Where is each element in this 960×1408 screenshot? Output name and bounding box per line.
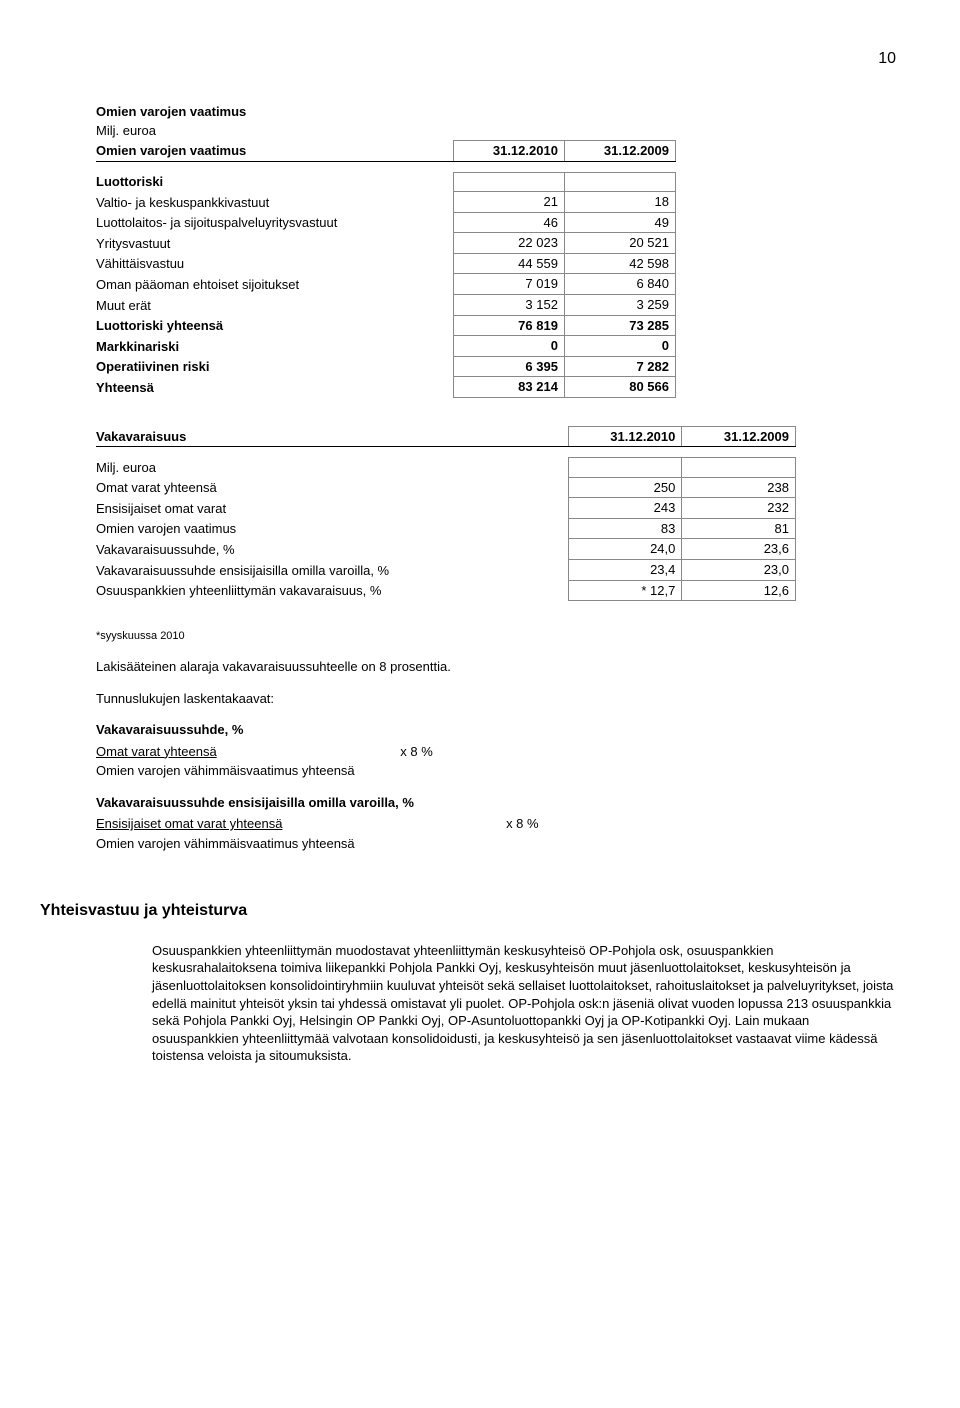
cell-value: 49 (564, 212, 675, 233)
cell-value: 250 (568, 477, 682, 498)
table2-header-label: Vakavaraisuus (96, 426, 568, 447)
cell-label-text: Luottolaitos- ja sijoituspalveluyritysva… (96, 215, 337, 230)
table-row: Yhteensä 83 214 80 566 (96, 377, 676, 398)
para-legal-limit: Lakisääteinen alaraja vakavaraisuussuhte… (96, 658, 896, 676)
table-row: Valtio- ja keskuspankkivastuut 21 18 (96, 192, 676, 213)
table-row: Oman pääoman ehtoiset sijoitukset 7 019 … (96, 274, 676, 295)
table-row: Markkinariski 0 0 (96, 336, 676, 357)
cell-value: 7 019 (453, 274, 564, 295)
cell-value: 243 (568, 498, 682, 519)
cell-value: 76 819 (453, 315, 564, 336)
table-row: Omien varojen vaatimus 83 81 (96, 518, 796, 539)
cell-value: 21 (453, 192, 564, 213)
ratio1-title: Vakavaraisuussuhde, % (96, 721, 896, 739)
ratio2-formula: Ensisijaiset omat varat yhteensä x 8 % (96, 815, 896, 833)
cell-value: 83 (568, 518, 682, 539)
table2-sub-label: Milj. euroa (96, 458, 568, 478)
calc-heading: Tunnuslukujen laskentakaavat: (96, 690, 896, 708)
cell-value: 18 (564, 192, 675, 213)
cell-value: 24,0 (568, 539, 682, 560)
table-row: Muut erät 3 152 3 259 (96, 295, 676, 316)
table-row: Ensisijaiset omat varat 243 232 (96, 498, 796, 519)
table-row: Vähittäisvastuu 44 559 42 598 (96, 253, 676, 274)
table-row: Osuuspankkien yhteenliittymän vakavarais… (96, 580, 796, 601)
ratio1-multiplier: x 8 % (400, 744, 433, 759)
cell-label: Omat varat yhteensä (96, 477, 568, 498)
cell-value: 23,6 (682, 539, 796, 560)
cell-label: Yritysvastuut (96, 233, 453, 254)
cell-value: 81 (682, 518, 796, 539)
cell-label: Luottolaitos- ja sijoituspalveluyritysva… (96, 212, 453, 233)
cell-value: 6 840 (564, 274, 675, 295)
table2-col2: 31.12.2009 (682, 426, 796, 447)
cell-label: Luottoriski yhteensä (96, 315, 453, 336)
cell-value: 3 259 (564, 295, 675, 316)
table-row: Vakavaraisuussuhde ensisijaisilla omilla… (96, 560, 796, 581)
cell-value: 238 (682, 477, 796, 498)
cell-label: Yhteensä (96, 377, 453, 398)
cell-value: 83 214 (453, 377, 564, 398)
table-row: Operatiivinen riski 6 395 7 282 (96, 356, 676, 377)
table1-header-label: Omien varojen vaatimus (96, 141, 453, 162)
cell-label: Valtio- ja keskuspankkivastuut (96, 192, 453, 213)
cell-value: 73 285 (564, 315, 675, 336)
table-row: Luottoriski yhteensä 76 819 73 285 (96, 315, 676, 336)
cell-value: 232 (682, 498, 796, 519)
table1-col2: 31.12.2009 (564, 141, 675, 162)
cell-value: 23,0 (682, 560, 796, 581)
cell-label: Muut erät (96, 295, 453, 316)
cell-value: 20 521 (564, 233, 675, 254)
cell-label: Vähittäisvastuu (96, 253, 453, 274)
cell-value: 23,4 (568, 560, 682, 581)
table1-section-label: Luottoriski (96, 172, 453, 192)
cell-label: Vakavaraisuussuhde ensisijaisilla omilla… (96, 560, 568, 581)
body-paragraph: Osuuspankkien yhteenliittymän muodostava… (152, 942, 896, 1065)
cell-label: Operatiivinen riski (96, 356, 453, 377)
table1-title-line1: Omien varojen vaatimus (96, 102, 453, 122)
table-row: Luottolaitos- ja sijoituspalveluyritysva… (96, 212, 676, 233)
cell-value: 46 (453, 212, 564, 233)
ratio2-numerator: Ensisijaiset omat varat yhteensä (96, 816, 502, 831)
cell-value: 6 395 (453, 356, 564, 377)
table1-title-line2: Milj. euroa (96, 121, 453, 141)
cell-value: 42 598 (564, 253, 675, 274)
cell-label: Vakavaraisuussuhde, % (96, 539, 568, 560)
table-solvency: Vakavaraisuus 31.12.2010 31.12.2009 Milj… (96, 426, 796, 601)
ratio2-denominator: Omien varojen vähimmäisvaatimus yhteensä (96, 835, 896, 853)
cell-value: 22 023 (453, 233, 564, 254)
cell-value: 44 559 (453, 253, 564, 274)
cell-label: Osuuspankkien yhteenliittymän vakavarais… (96, 580, 568, 601)
ratio1-formula: Omat varat yhteensä x 8 % (96, 743, 896, 761)
footnote: *syyskuussa 2010 (96, 629, 896, 644)
table-row: Yritysvastuut 22 023 20 521 (96, 233, 676, 254)
page-number: 10 (96, 48, 896, 70)
table1-col1: 31.12.2010 (453, 141, 564, 162)
cell-label: Oman pääoman ehtoiset sijoitukset (96, 274, 453, 295)
table2-col1: 31.12.2010 (568, 426, 682, 447)
table-capital-requirement: Omien varojen vaatimus Milj. euroa Omien… (96, 102, 676, 398)
cell-value: * 12,7 (568, 580, 682, 601)
cell-value: 0 (453, 336, 564, 357)
ratio2-multiplier: x 8 % (506, 816, 539, 831)
ratio1-numerator: Omat varat yhteensä (96, 744, 397, 759)
cell-label: Ensisijaiset omat varat (96, 498, 568, 519)
ratio1-denominator: Omien varojen vähimmäisvaatimus yhteensä (96, 762, 896, 780)
cell-label: Markkinariski (96, 336, 453, 357)
table-row: Omat varat yhteensä 250 238 (96, 477, 796, 498)
cell-value: 12,6 (682, 580, 796, 601)
table-row: Vakavaraisuussuhde, % 24,0 23,6 (96, 539, 796, 560)
cell-label: Omien varojen vaatimus (96, 518, 568, 539)
cell-value: 0 (564, 336, 675, 357)
ratio2-title: Vakavaraisuussuhde ensisijaisilla omilla… (96, 794, 896, 812)
cell-value: 80 566 (564, 377, 675, 398)
section-heading: Yhteisvastuu ja yhteisturva (40, 900, 896, 922)
cell-value: 3 152 (453, 295, 564, 316)
cell-value: 7 282 (564, 356, 675, 377)
